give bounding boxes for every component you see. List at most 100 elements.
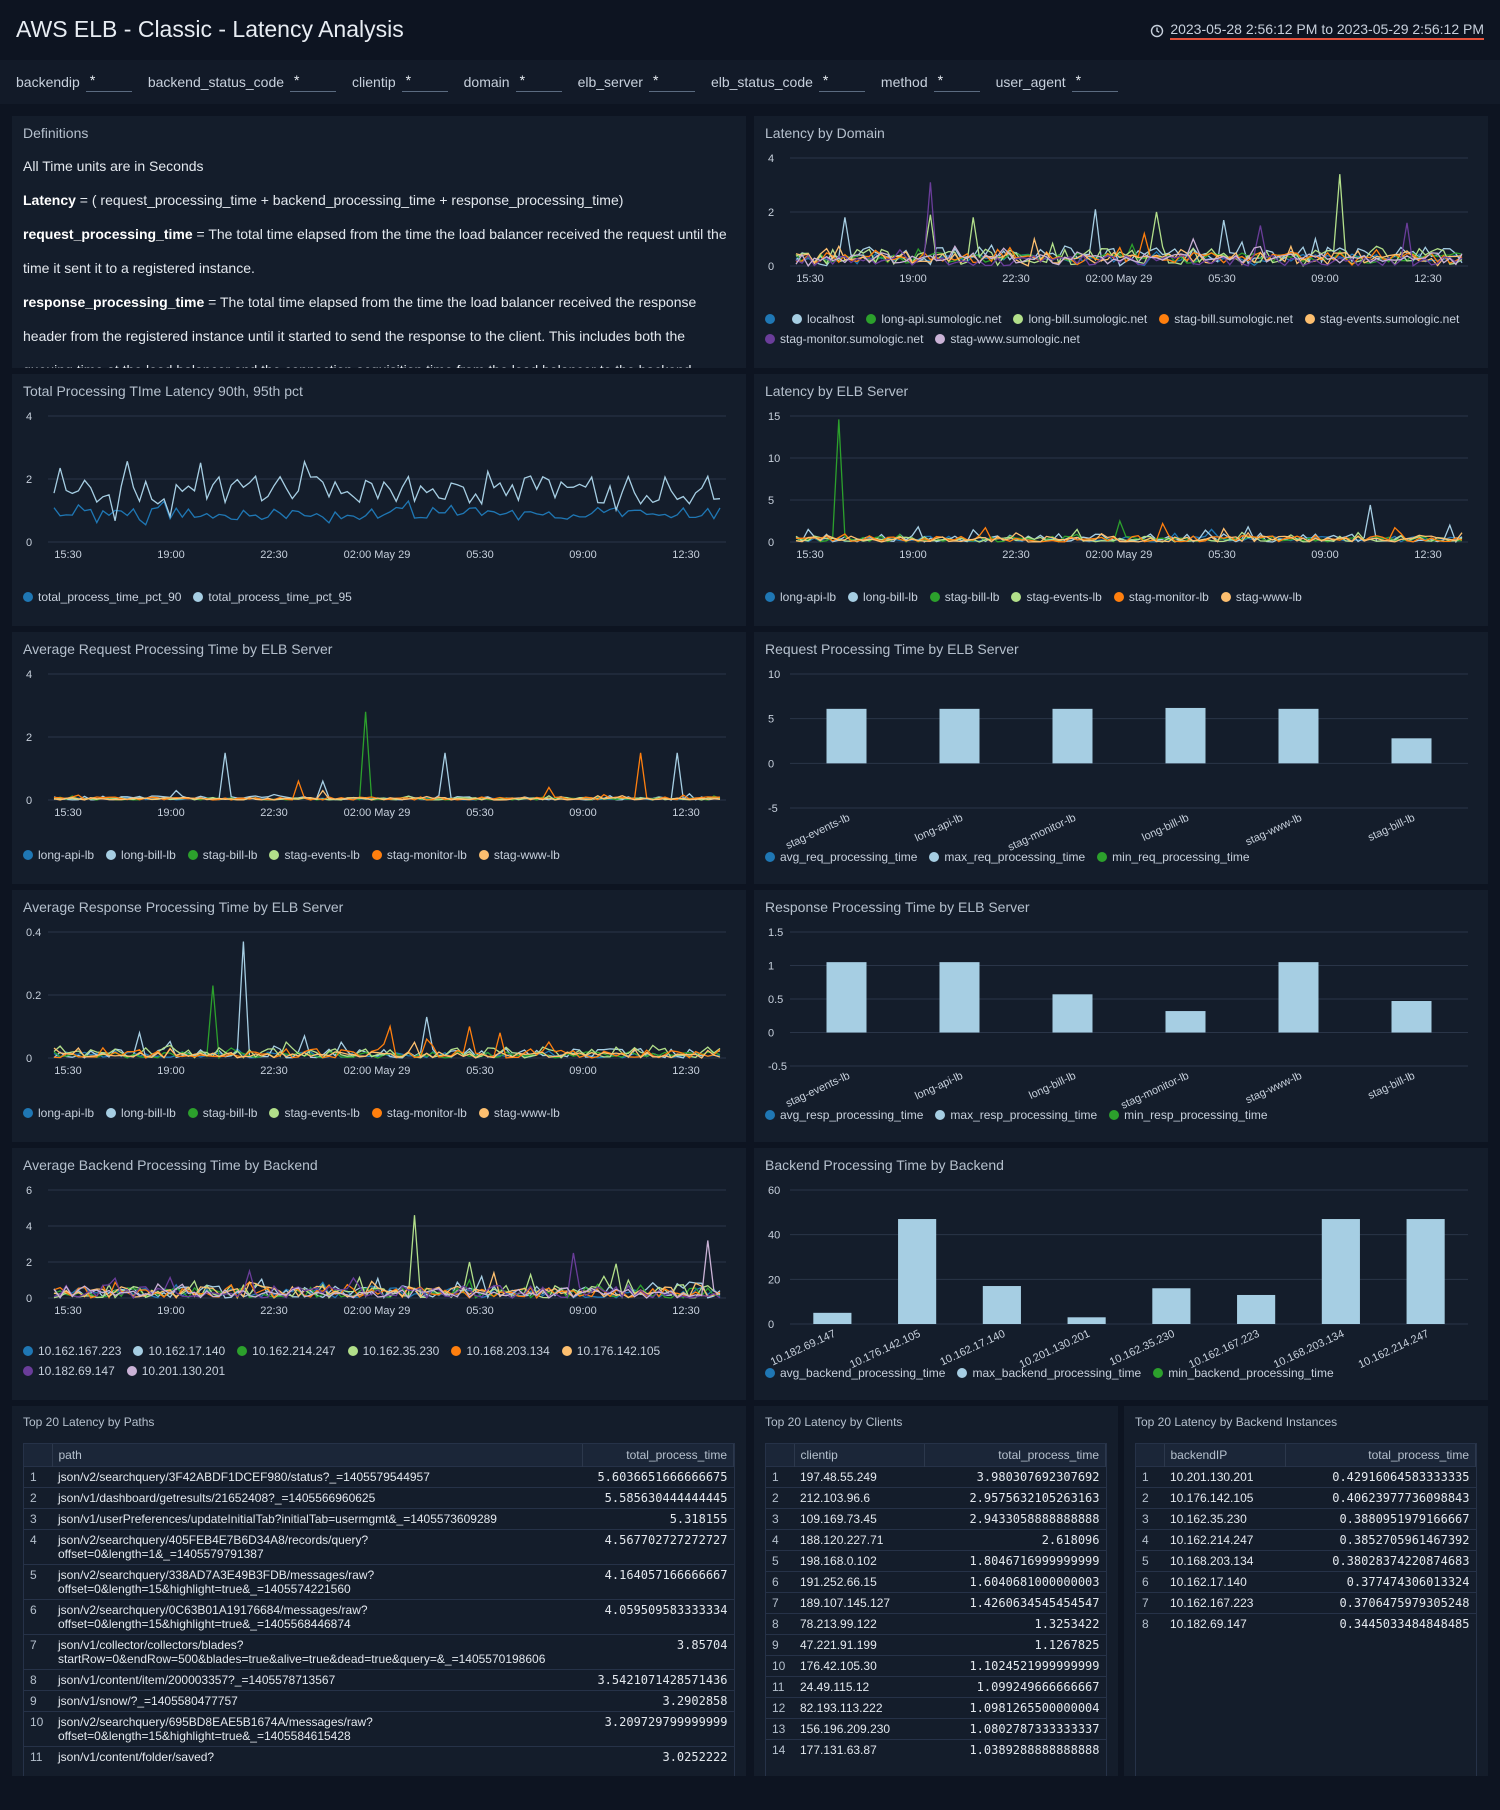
- legend-item[interactable]: avg_resp_processing_time: [765, 1108, 923, 1122]
- table-row[interactable]: 2 10.176.142.105 0.40623977736098843: [1136, 1487, 1476, 1509]
- table-row[interactable]: 8 json/v1/content/item/200003357?_=140557…: [24, 1669, 734, 1691]
- filter-input[interactable]: *: [1071, 72, 1118, 92]
- legend-item[interactable]: 10.162.35.230: [347, 1344, 439, 1358]
- legend-item[interactable]: max_resp_processing_time: [935, 1108, 1097, 1122]
- table-row[interactable]: 6 191.252.66.15 1.6040681000000003: [766, 1571, 1106, 1593]
- legend-item[interactable]: 10.162.167.223: [23, 1344, 121, 1358]
- time-range-picker[interactable]: 2023-05-28 2:56:12 PM to 2023-05-29 2:56…: [1150, 21, 1484, 40]
- table-row[interactable]: 3 10.162.35.230 0.3880951979166667: [1136, 1508, 1476, 1530]
- legend-item[interactable]: 10.162.17.140: [133, 1344, 225, 1358]
- legend-item[interactable]: stag-events-lb: [1011, 590, 1102, 604]
- filter-method[interactable]: method *: [881, 72, 980, 92]
- column-header-backendIP[interactable]: backendIP: [1164, 1444, 1286, 1467]
- table-row[interactable]: 7 json/v1/collector/collectors/blades? st…: [24, 1634, 734, 1670]
- column-header-path[interactable]: path: [52, 1444, 584, 1467]
- filter-input[interactable]: *: [85, 72, 132, 92]
- table-row[interactable]: 7 10.162.167.223 0.3706475979305248: [1136, 1592, 1476, 1614]
- legend-item[interactable]: min_req_processing_time: [1097, 850, 1250, 864]
- legend-item[interactable]: long-bill.sumologic.net: [1013, 312, 1147, 326]
- table-row[interactable]: 12 82.193.113.222 1.0981265500000004: [766, 1697, 1106, 1719]
- legend-item[interactable]: stag-bill-lb: [187, 1106, 257, 1120]
- legend-item[interactable]: long-bill-lb: [106, 848, 176, 862]
- table-row[interactable]: 13 156.196.209.230 1.0802787333333337: [766, 1718, 1106, 1740]
- legend-item[interactable]: min_backend_processing_time: [1153, 1366, 1334, 1380]
- legend-item[interactable]: stag-bill-lb: [187, 848, 257, 862]
- table-row[interactable]: 4 10.162.214.247 0.3852705961467392: [1136, 1529, 1476, 1551]
- table-row[interactable]: 3 json/v1/userPreferences/updateInitialTa…: [24, 1508, 734, 1530]
- legend-item[interactable]: stag-www.sumologic.net: [935, 332, 1080, 346]
- legend-item[interactable]: stag-monitor-lb: [371, 1106, 467, 1120]
- filter-input[interactable]: *: [933, 72, 980, 92]
- filter-input[interactable]: *: [401, 72, 448, 92]
- legend-item[interactable]: localhost: [792, 312, 854, 326]
- legend-item[interactable]: stag-monitor-lb: [1113, 590, 1209, 604]
- filter-clientip[interactable]: clientip *: [352, 72, 448, 92]
- column-header-total_process_time[interactable]: total_process_time: [924, 1444, 1106, 1467]
- table-row[interactable]: 1 10.201.130.201 0.42916064583333335: [1136, 1466, 1476, 1488]
- legend-item[interactable]: avg_backend_processing_time: [765, 1366, 945, 1380]
- table-row[interactable]: 11 json/v1/content/folder/saved? 3.0252222: [24, 1746, 734, 1767]
- legend-item[interactable]: stag-bill-lb: [929, 590, 999, 604]
- legend-item[interactable]: 10.182.69.147: [23, 1364, 115, 1378]
- legend-item[interactable]: long-api-lb: [23, 848, 94, 862]
- column-header-total_process_time[interactable]: total_process_time: [1285, 1444, 1476, 1467]
- filter-input[interactable]: *: [515, 72, 562, 92]
- legend-item[interactable]: 10.162.214.247: [237, 1344, 336, 1358]
- filter-domain[interactable]: domain *: [464, 72, 562, 92]
- table-row[interactable]: 11 24.49.115.12 1.099249666666667: [766, 1676, 1106, 1698]
- legend-item[interactable]: stag-monitor.sumologic.net: [765, 332, 923, 346]
- table-row[interactable]: 5 json/v2/searchquery/338AD7A3E49B3FDB/me…: [24, 1564, 734, 1600]
- filter-input[interactable]: *: [648, 72, 695, 92]
- table-row[interactable]: 2 212.103.96.6 2.9575632105263163: [766, 1487, 1106, 1509]
- legend-item[interactable]: long-api-lb: [765, 590, 836, 604]
- legend-item[interactable]: long-bill-lb: [106, 1106, 176, 1120]
- legend-item[interactable]: stag-events-lb: [269, 1106, 360, 1120]
- legend-item[interactable]: max_backend_processing_time: [957, 1366, 1141, 1380]
- legend-item[interactable]: 10.201.130.201: [126, 1364, 225, 1378]
- legend-item[interactable]: long-api.sumologic.net: [866, 312, 1001, 326]
- legend-item[interactable]: stag-www-lb: [478, 848, 560, 862]
- table-row[interactable]: 8 78.213.99.122 1.3253422: [766, 1613, 1106, 1635]
- table-row[interactable]: 14 177.131.63.87 1.0389288888888888: [766, 1739, 1106, 1760]
- table-row[interactable]: 9 json/v1/snow/?_=1405580477757 3.2902858: [24, 1690, 734, 1712]
- legend-item[interactable]: stag-bill.sumologic.net: [1159, 312, 1293, 326]
- table-row[interactable]: 1 197.48.55.249 3.980307692307692: [766, 1466, 1106, 1488]
- legend-item[interactable]: min_resp_processing_time: [1109, 1108, 1268, 1122]
- filter-elb_status_code[interactable]: elb_status_code *: [711, 72, 865, 92]
- column-header-clientip[interactable]: clientip: [794, 1444, 925, 1467]
- time-range-text[interactable]: 2023-05-28 2:56:12 PM to 2023-05-29 2:56…: [1170, 21, 1484, 40]
- table-row[interactable]: 5 10.168.203.134 0.38028374220874683: [1136, 1550, 1476, 1572]
- legend-item[interactable]: 10.176.142.105: [561, 1344, 660, 1358]
- legend-item[interactable]: long-bill-lb: [848, 590, 918, 604]
- legend-item[interactable]: avg_req_processing_time: [765, 850, 917, 864]
- legend-item[interactable]: max_req_processing_time: [929, 850, 1085, 864]
- table-row[interactable]: 1 json/v2/searchquery/3F42ABDF1DCEF980/st…: [24, 1466, 734, 1488]
- filter-input[interactable]: *: [818, 72, 865, 92]
- legend-item[interactable]: total_process_time_pct_95: [193, 590, 352, 604]
- table-row[interactable]: 7 189.107.145.127 1.4260634545454547: [766, 1592, 1106, 1614]
- table-row[interactable]: 3 109.169.73.45 2.9433058888888888: [766, 1508, 1106, 1530]
- table-row[interactable]: 6 json/v2/searchquery/0C63B01A19176684/me…: [24, 1599, 734, 1635]
- legend-item[interactable]: [765, 312, 780, 326]
- table-row[interactable]: 2 json/v1/dashboard/getresults/21652408?_…: [24, 1487, 734, 1509]
- table-row[interactable]: 10 176.42.105.30 1.1024521999999999: [766, 1655, 1106, 1677]
- filter-backend_status_code[interactable]: backend_status_code *: [148, 72, 337, 92]
- table-row[interactable]: 4 188.120.227.71 2.618096: [766, 1529, 1106, 1551]
- table-row[interactable]: 5 198.168.0.102 1.8046716999999999: [766, 1550, 1106, 1572]
- legend-item[interactable]: stag-events-lb: [269, 848, 360, 862]
- table-row[interactable]: 6 10.162.17.140 0.377474306013324: [1136, 1571, 1476, 1593]
- legend-item[interactable]: stag-www-lb: [1220, 590, 1302, 604]
- legend-item[interactable]: stag-events.sumologic.net: [1304, 312, 1459, 326]
- legend-item[interactable]: stag-www-lb: [478, 1106, 560, 1120]
- table-row[interactable]: 10 json/v2/searchquery/695BD8EAE5B1674A/m…: [24, 1711, 734, 1747]
- column-header-total_process_time[interactable]: total_process_time: [582, 1444, 734, 1467]
- legend-item[interactable]: long-api-lb: [23, 1106, 94, 1120]
- table-row[interactable]: 9 47.221.91.199 1.1267825: [766, 1634, 1106, 1656]
- filter-user_agent[interactable]: user_agent *: [996, 72, 1118, 92]
- legend-item[interactable]: 10.168.203.134: [451, 1344, 550, 1358]
- filter-backendip[interactable]: backendip *: [16, 72, 132, 92]
- filter-elb_server[interactable]: elb_server *: [578, 72, 695, 92]
- legend-item[interactable]: total_process_time_pct_90: [23, 590, 181, 604]
- filter-input[interactable]: *: [290, 72, 337, 92]
- table-row[interactable]: 4 json/v2/searchquery/405FEB4E7B6D34A8/re…: [24, 1529, 734, 1565]
